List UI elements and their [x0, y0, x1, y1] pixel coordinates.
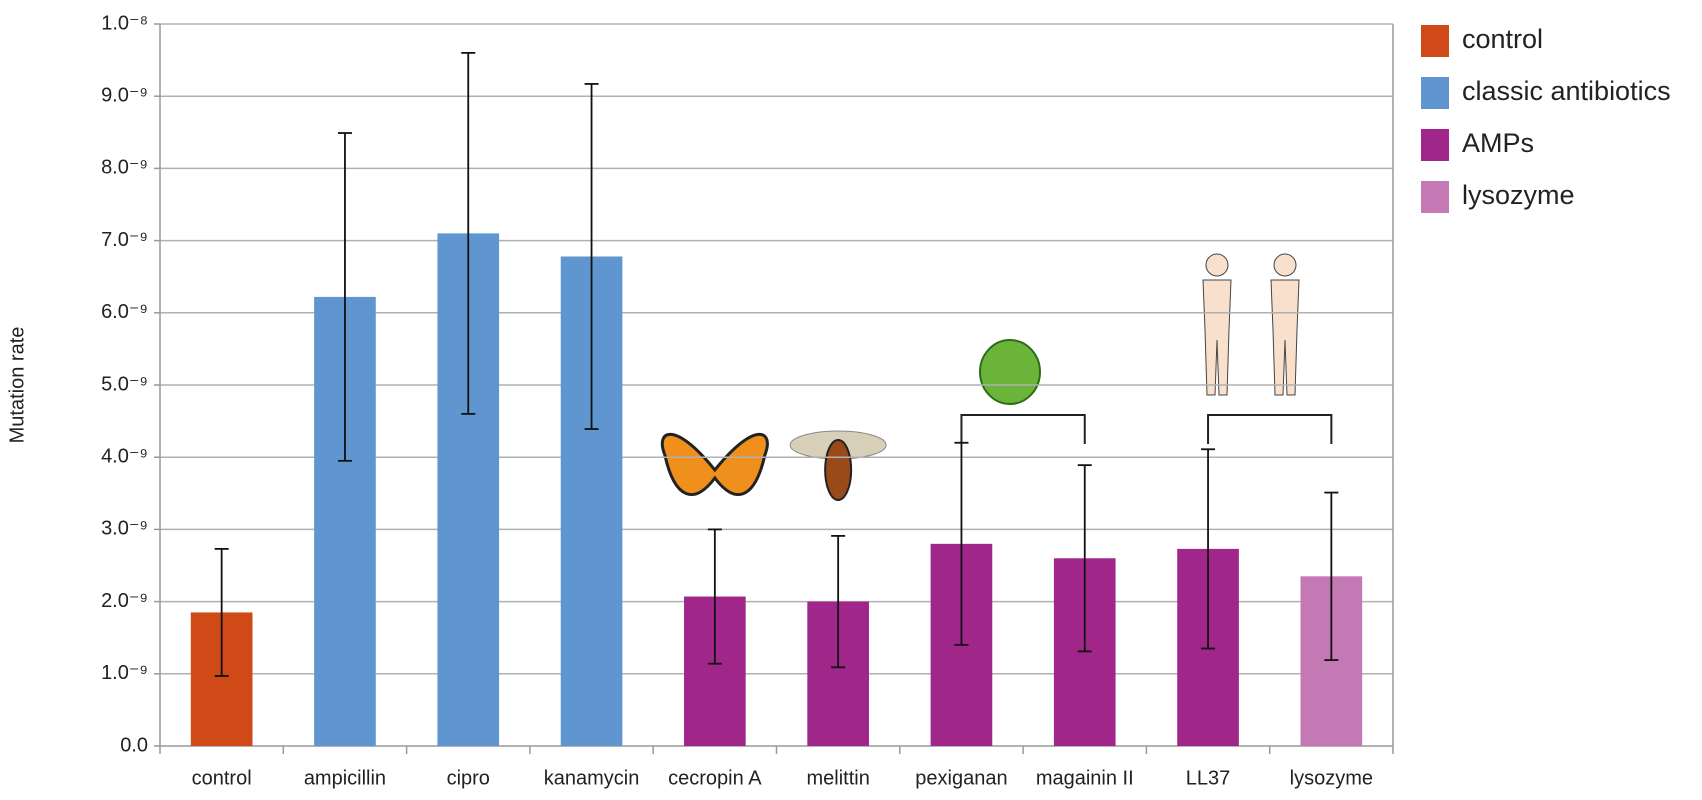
- legend-swatch: [1421, 129, 1449, 161]
- human-body: [1202, 279, 1232, 396]
- y-tick-label: 1.0⁻⁹: [101, 662, 148, 684]
- y-tick-label: 8.0⁻⁹: [101, 157, 148, 179]
- x-tick-label: magainin II: [1036, 767, 1134, 789]
- y-tick-label: 4.0⁻⁹: [101, 445, 148, 467]
- x-tick-label: lysozyme: [1290, 767, 1373, 789]
- x-tick-label: cipro: [447, 767, 490, 789]
- human-head: [1205, 253, 1229, 277]
- y-tick-label: 5.0⁻⁹: [101, 373, 148, 395]
- bracket: [1207, 414, 1333, 444]
- human-head: [1273, 253, 1297, 277]
- y-tick-label: 2.0⁻⁹: [101, 590, 148, 612]
- bee: [824, 439, 853, 501]
- x-tick-label: melittin: [806, 767, 869, 789]
- y-tick-label: 0.0: [120, 734, 148, 756]
- y-tick-label: 1.0⁻⁸: [101, 12, 148, 34]
- x-tick-label: LL37: [1186, 767, 1231, 789]
- x-tick-label: kanamycin: [544, 767, 640, 789]
- legend-swatch: [1421, 25, 1449, 57]
- y-axis-label: Mutation rate: [6, 327, 28, 444]
- legend-label: lysozyme: [1462, 180, 1575, 210]
- x-tick-label: control: [192, 767, 252, 789]
- y-tick-label: 6.0⁻⁹: [101, 301, 148, 323]
- icons: [660, 253, 1333, 501]
- y-tick-label: 3.0⁻⁹: [101, 518, 148, 540]
- y-tick-label: 9.0⁻⁹: [101, 84, 148, 106]
- human-body: [1270, 279, 1300, 396]
- x-tick-label: ampicillin: [304, 767, 386, 789]
- legend-label: AMPs: [1462, 128, 1534, 158]
- x-tick-label: pexiganan: [915, 767, 1007, 789]
- x-tick-label: cecropin A: [668, 767, 762, 789]
- legend-swatch: [1421, 77, 1449, 109]
- bracket: [960, 414, 1086, 444]
- y-tick-label: 7.0⁻⁹: [101, 229, 148, 251]
- legend-swatch: [1421, 181, 1449, 213]
- legend-label: classic antibiotics: [1462, 76, 1671, 106]
- frog: [979, 339, 1041, 405]
- legend-label: control: [1462, 24, 1543, 54]
- butterfly: [660, 432, 769, 496]
